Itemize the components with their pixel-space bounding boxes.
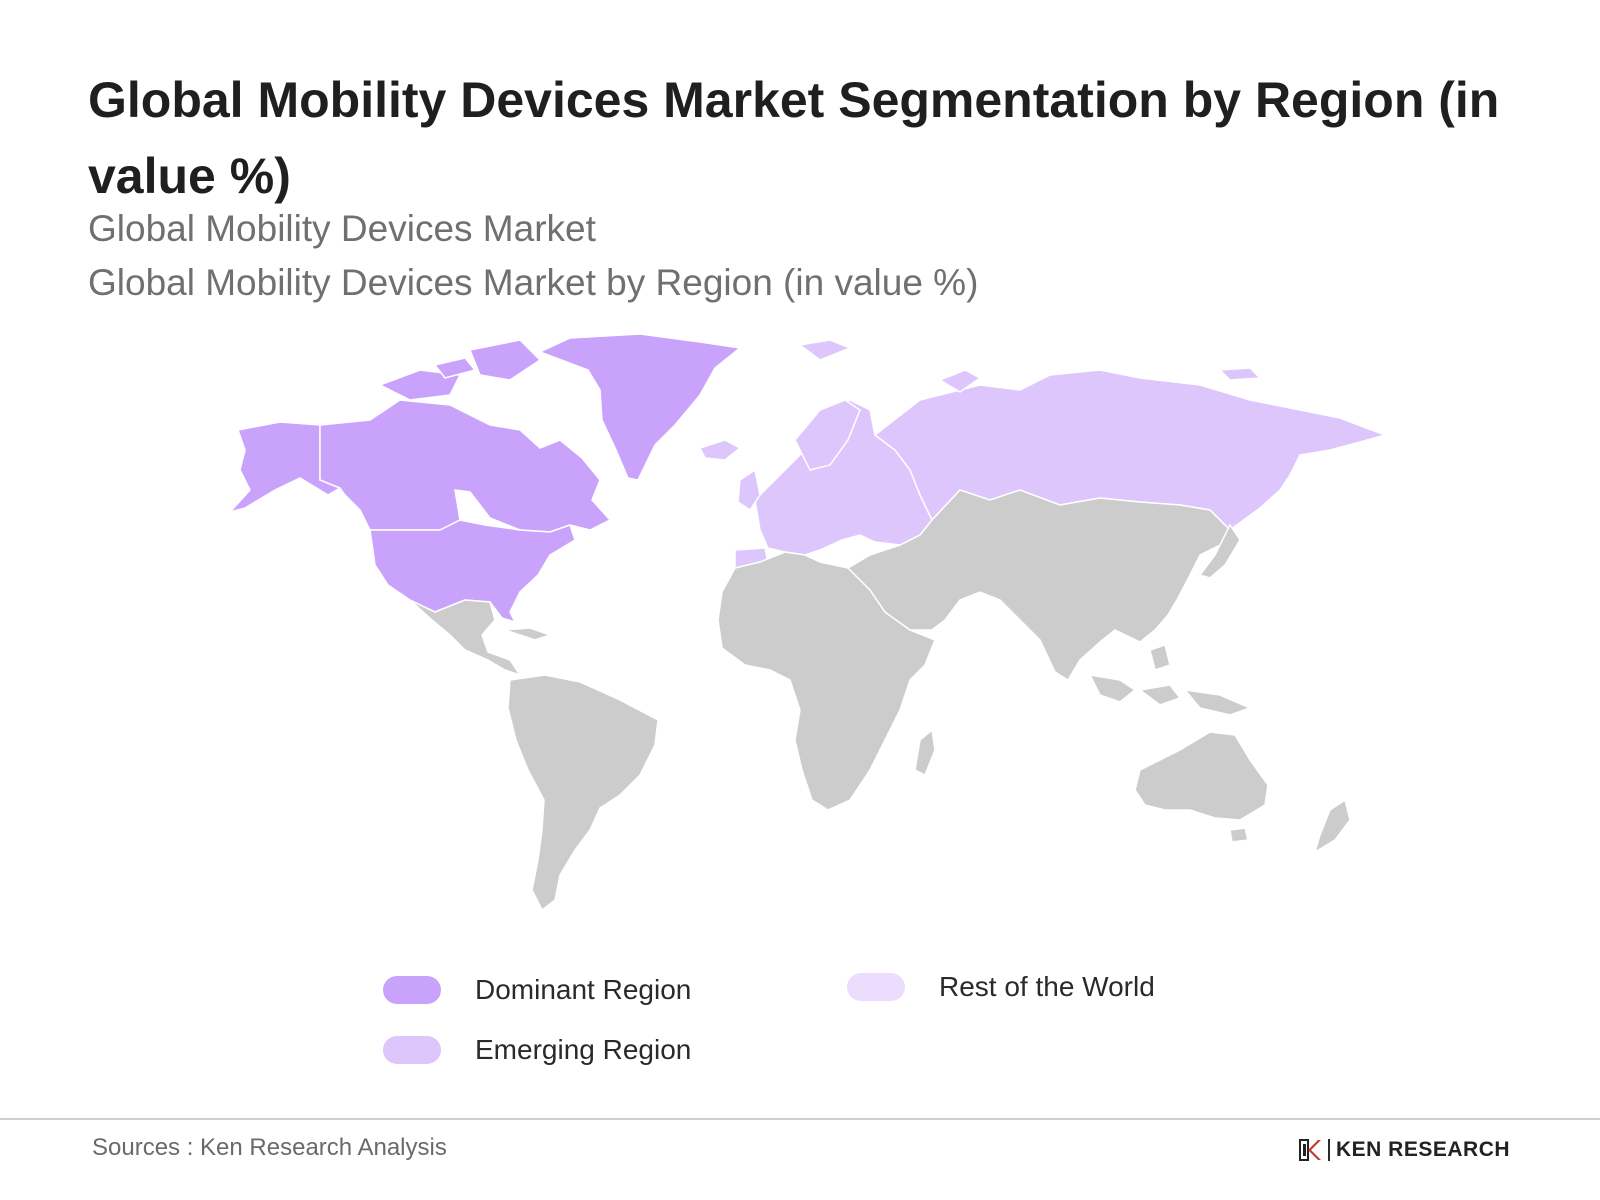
legend-swatch-rest: [847, 973, 905, 1001]
region-europe: [698, 339, 933, 571]
ken-research-logo-icon: [1299, 1139, 1321, 1161]
region-latin-america: [409, 599, 659, 912]
legend-item-rest: Rest of the World: [847, 967, 1155, 1007]
page-subtitle-secondary: Global Mobility Devices Market by Region…: [88, 262, 979, 303]
legend-label-emerging: Emerging Region: [475, 1034, 692, 1065]
legend-swatch-emerging: [383, 1036, 441, 1064]
region-asia: [846, 489, 1253, 716]
brand-separator: [1328, 1139, 1330, 1161]
region-africa: [717, 551, 936, 811]
region-north-america: [227, 333, 742, 624]
legend-label-rest: Rest of the World: [939, 971, 1155, 1002]
brand-logo: KEN RESEARCH: [1298, 1138, 1510, 1162]
legend-item-emerging: Emerging Region: [383, 1030, 691, 1070]
world-map: [227, 333, 1388, 912]
legend-item-dominant: Dominant Region: [383, 970, 691, 1010]
brand-name: KEN RESEARCH: [1336, 1138, 1511, 1161]
source-note: Sources : Ken Research Analysis: [92, 1134, 447, 1161]
region-oceania: [1134, 731, 1351, 854]
page-subtitle: Global Mobility Devices Market: [88, 208, 596, 249]
legend-swatch-dominant: [383, 976, 441, 1004]
legend-label-dominant: Dominant Region: [475, 974, 692, 1005]
footer-divider: [0, 1118, 1600, 1120]
page-title: Global Mobility Devices Market Segmentat…: [88, 72, 1500, 204]
